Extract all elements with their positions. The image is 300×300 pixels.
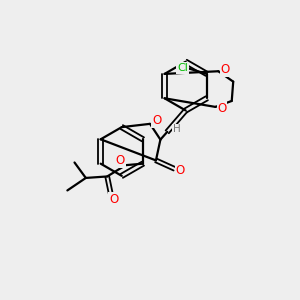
Text: O: O	[109, 193, 119, 206]
Text: O: O	[217, 102, 226, 115]
Text: O: O	[116, 154, 125, 167]
Text: O: O	[176, 164, 185, 177]
Text: H: H	[173, 124, 181, 134]
Text: O: O	[152, 114, 161, 128]
Text: O: O	[220, 63, 230, 76]
Text: Cl: Cl	[177, 63, 188, 73]
